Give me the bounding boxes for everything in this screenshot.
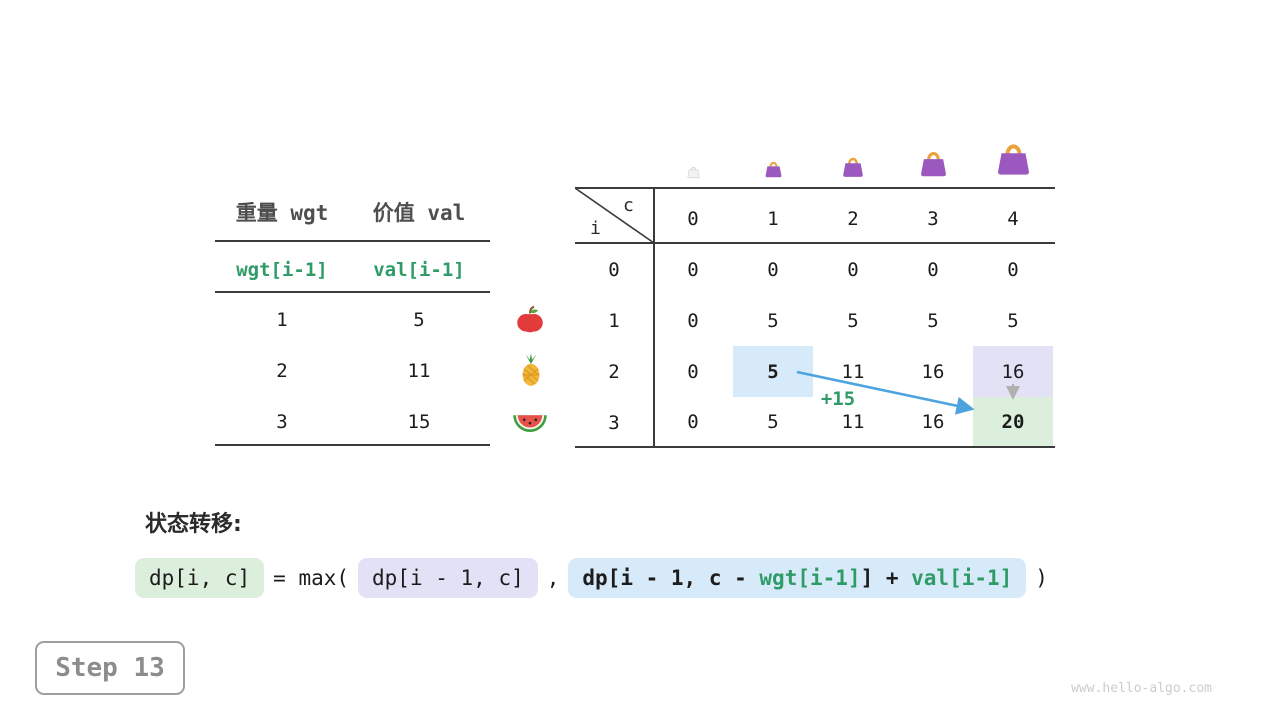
dp-table-line-top	[575, 187, 1055, 189]
dp-cell-target-highlight: 20	[973, 397, 1053, 446]
dp-col-header: 4	[1007, 207, 1019, 230]
dp-cell: 5	[847, 309, 859, 332]
formula-arg2-prefix: dp[i - 1, c -	[582, 566, 760, 590]
item-value: 11	[407, 360, 431, 382]
formula-arg2: dp[i - 1, c - wgt[i-1]] + val[i-1]	[568, 558, 1027, 598]
dp-cell: 0	[1007, 258, 1019, 281]
handbag-icon-3	[921, 152, 946, 177]
item-table-var-wgt: wgt[i-1]	[236, 259, 328, 281]
dp-row-header: 2	[608, 360, 620, 383]
dp-cell: 0	[687, 258, 699, 281]
apple-icon	[517, 305, 543, 333]
dp-cell: 0	[687, 410, 699, 433]
item-table-line-top	[215, 240, 490, 242]
dp-col-header: 1	[767, 207, 779, 230]
handbag-icon-1	[765, 161, 782, 178]
item-table-line-mid	[215, 291, 490, 293]
dp-cell: 11	[841, 410, 865, 433]
formula-operator: = max(	[273, 566, 350, 590]
dp-cell: 0	[927, 258, 939, 281]
dp-cell: 5	[767, 309, 779, 332]
dp-cell: 0	[687, 309, 699, 332]
state-transition-formula: dp[i, c] = max( dp[i - 1, c] , dp[i - 1,…	[135, 558, 1048, 598]
dp-corner-i-label: i	[590, 218, 601, 239]
item-table-header-value: 价值 val	[372, 201, 466, 225]
item-weight: 3	[276, 411, 288, 433]
item-weight: 2	[276, 360, 288, 382]
formula-arg1: dp[i - 1, c]	[358, 558, 538, 598]
dp-cell: 5	[927, 309, 939, 332]
dp-cell: 0	[767, 258, 779, 281]
dp-table-line-bottom	[575, 446, 1055, 448]
formula-arg2-wgt: wgt[i-1]	[759, 566, 861, 590]
dp-col-header: 3	[927, 207, 939, 230]
watermark: www.hello-algo.com	[1071, 681, 1212, 696]
item-table-header-weight: 重量 wgt	[235, 201, 329, 225]
pineapple-icon	[522, 353, 540, 386]
watermelon-icon	[513, 415, 547, 432]
dp-cell: 0	[847, 258, 859, 281]
dp-table-diagonal	[575, 187, 655, 244]
formula-arg2-val: val[i-1]	[911, 566, 1013, 590]
handbag-icon-empty	[687, 166, 700, 179]
formula-arg2-mid: ] +	[860, 566, 912, 590]
item-weight: 1	[276, 309, 288, 331]
item-value: 15	[407, 411, 431, 433]
dp-cell: 0	[687, 360, 699, 383]
dp-row-header: 3	[608, 411, 620, 434]
dp-cell: 16	[921, 410, 945, 433]
state-transition-label: 状态转移:	[145, 512, 242, 537]
transfer-value-label: +15	[820, 388, 856, 410]
dp-table-line-vertical	[653, 187, 655, 448]
formula-lhs: dp[i, c]	[135, 558, 265, 598]
dp-row-header: 0	[608, 258, 620, 281]
dp-cell-source-highlight: 5	[733, 346, 813, 397]
dp-col-header: 0	[687, 207, 699, 230]
dp-corner-c-label: c	[623, 195, 634, 216]
dp-col-header: 2	[847, 207, 859, 230]
dp-cell: 5	[767, 410, 779, 433]
item-table-var-val: val[i-1]	[373, 259, 465, 281]
item-table-line-bottom	[215, 444, 490, 446]
item-value: 5	[413, 309, 425, 331]
dp-table-line-header	[575, 242, 1055, 244]
handbag-icon-2	[843, 157, 863, 177]
dp-cell: 5	[1007, 309, 1019, 332]
dp-row-header: 1	[608, 309, 620, 332]
step-badge: Step 13	[35, 641, 185, 695]
dp-cell: 16	[921, 360, 945, 383]
dp-cell-keep-highlight: 16	[973, 346, 1053, 397]
formula-separator: ,	[546, 566, 560, 590]
handbag-icon-4	[998, 144, 1029, 175]
formula-closing: )	[1035, 566, 1048, 590]
